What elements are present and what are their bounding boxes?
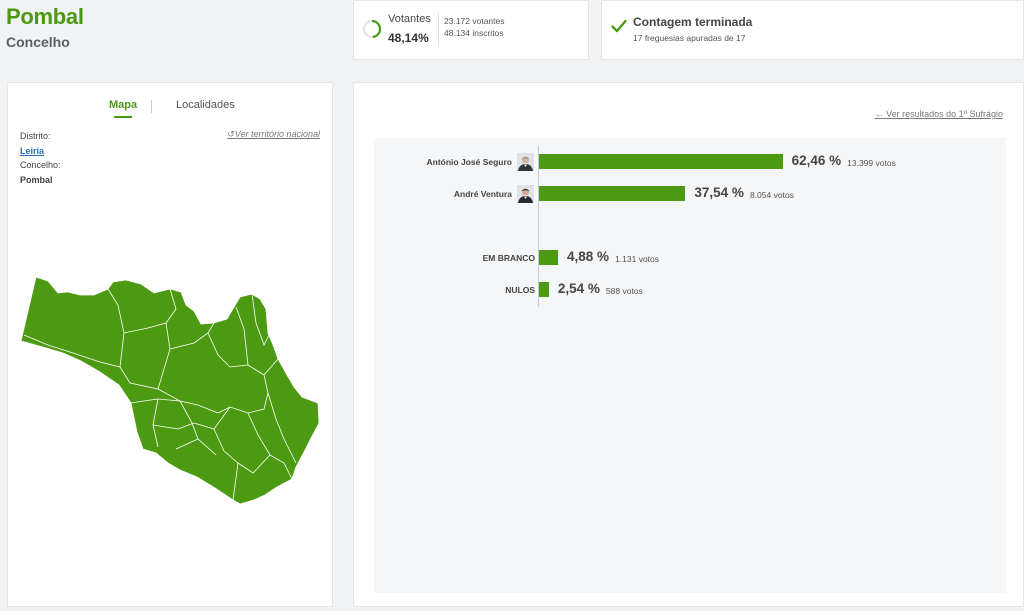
turnout-divider bbox=[438, 13, 439, 47]
map-tabs: Mapa Localidades bbox=[8, 97, 334, 127]
candidate-bar bbox=[539, 154, 783, 169]
first-round-results-link[interactable]: ← Ver resultados do 1º Sufrágio bbox=[875, 109, 1003, 119]
arrow-left-icon: ← bbox=[874, 109, 884, 119]
results-axis-line bbox=[538, 146, 539, 307]
municipality-map bbox=[20, 276, 320, 505]
results-chart-background bbox=[374, 138, 1006, 593]
candidate-row: António José Seguro 62,46 % 13.399 votos bbox=[354, 153, 1024, 171]
candidate-bar bbox=[539, 186, 686, 201]
candidate-percent: 37,54 % bbox=[694, 185, 744, 200]
blank-votes-percent: 4,88 % bbox=[567, 249, 610, 264]
turnout-voters: 23.172 votantes bbox=[444, 16, 505, 26]
turnout-progress-ring-icon bbox=[362, 19, 382, 39]
first-round-results-label: Ver resultados do 1º Sufrágio bbox=[886, 109, 1003, 119]
turnout-stats: 23.172 votantes 48.134 inscritos bbox=[444, 15, 505, 39]
tab-map-underline bbox=[114, 116, 132, 118]
turnout-registered: 48.134 inscritos bbox=[444, 28, 504, 38]
candidate-name: André Ventura bbox=[453, 189, 512, 199]
count-status-title: Contagem terminada bbox=[633, 15, 753, 29]
blank-votes-row: EM BRANCO 4,88 % 1.131 votos bbox=[354, 249, 1024, 267]
turnout-label: Votantes bbox=[388, 13, 431, 25]
candidate-votes: 13.399 votos bbox=[847, 158, 896, 168]
map-panel: Mapa Localidades Distrito: Leiria Concel… bbox=[7, 82, 333, 607]
municipality-value: Pombal bbox=[20, 174, 53, 185]
turnout-percent: 48,14% bbox=[388, 31, 429, 45]
null-votes-count: 588 votos bbox=[605, 286, 643, 296]
tab-localities[interactable]: Localidades bbox=[176, 99, 235, 111]
page-subtitle: Concelho bbox=[6, 34, 70, 50]
blank-votes-bar bbox=[539, 250, 559, 265]
null-votes-row: NULOS 2,54 % 588 votos bbox=[354, 281, 1024, 299]
count-status-subtitle: 17 freguesias apuradas de 17 bbox=[633, 33, 746, 43]
results-panel: ← Ver resultados do 1º Sufrágio António … bbox=[353, 82, 1024, 607]
page-header: Pombal Concelho bbox=[6, 4, 84, 50]
district-label: Distrito: bbox=[20, 131, 51, 141]
national-territory-link[interactable]: ↺Ver território nacional bbox=[227, 129, 320, 140]
blank-votes-count: 1.131 votos bbox=[615, 254, 660, 264]
null-votes-bar bbox=[539, 282, 549, 297]
turnout-card: Votantes 48,14% 23.172 votantes 48.134 i… bbox=[353, 0, 589, 60]
tab-map[interactable]: Mapa bbox=[109, 99, 138, 111]
national-territory-label: Ver território nacional bbox=[234, 129, 320, 139]
count-status-card: Contagem terminada 17 freguesias apurada… bbox=[601, 0, 1024, 60]
parish-borders bbox=[23, 288, 297, 501]
candidate-name: António José Seguro bbox=[426, 157, 512, 167]
municipality-label: Concelho: bbox=[20, 160, 61, 170]
candidate-row: André Ventura 37,54 % 8.054 votos bbox=[354, 185, 1024, 203]
page-title: Pombal bbox=[6, 4, 84, 29]
blank-votes-label: EM BRANCO bbox=[482, 253, 535, 263]
tab-divider bbox=[151, 100, 152, 113]
candidate-portrait-icon bbox=[517, 153, 534, 171]
candidate-votes: 8.054 votos bbox=[749, 190, 794, 200]
candidate-percent: 62,46 % bbox=[791, 153, 842, 168]
location-info: Distrito: Leiria Concelho: Pombal bbox=[20, 129, 61, 187]
null-votes-label: NULOS bbox=[505, 285, 535, 295]
map-outline[interactable] bbox=[20, 276, 320, 505]
null-votes-percent: 2,54 % bbox=[557, 281, 600, 296]
checkmark-icon bbox=[611, 19, 627, 33]
undo-arrow-icon: ↺ bbox=[227, 129, 235, 139]
district-link[interactable]: Leiria bbox=[20, 145, 45, 156]
candidate-portrait-icon bbox=[517, 185, 534, 203]
